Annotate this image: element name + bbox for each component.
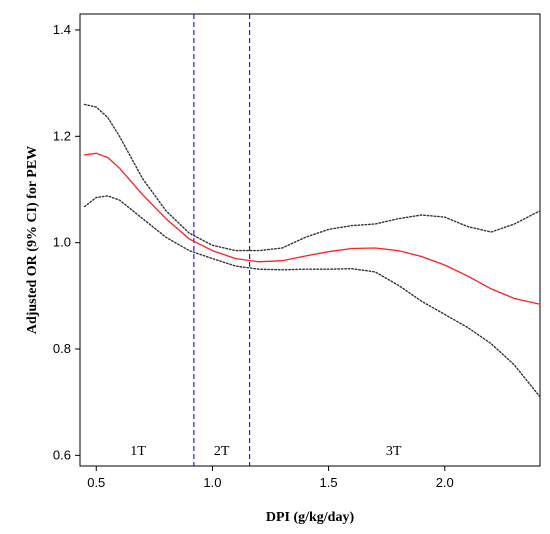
x-tick-label: 2.0 xyxy=(436,475,454,490)
upper-ci-line xyxy=(83,103,541,252)
y-tick-label: 1.0 xyxy=(53,235,71,250)
y-tick-label: 0.6 xyxy=(53,447,71,462)
lower-ci-line xyxy=(83,195,541,398)
x-tick-label: 0.5 xyxy=(87,475,105,490)
tertile-label: 2T xyxy=(214,444,230,459)
y-axis: 0.6 0.8 1.0 1.2 1.4 xyxy=(53,22,80,462)
y-axis-title: Adjusted OR (9% CI) for PEW xyxy=(25,146,40,334)
series-lines xyxy=(83,103,541,398)
reference-lines xyxy=(193,14,251,466)
x-axis-title: DPI (g/kg/day) xyxy=(266,510,355,525)
region-annotations: 1T 2T 3T xyxy=(130,444,402,459)
x-tick-label: 1.0 xyxy=(203,475,221,490)
tertile-label: 3T xyxy=(386,444,402,459)
estimate-line xyxy=(83,152,541,305)
tertile-label: 1T xyxy=(130,444,146,459)
y-tick-label: 1.2 xyxy=(53,128,71,143)
y-tick-label: 0.8 xyxy=(53,341,71,356)
x-axis: 0.5 1.0 1.5 2.0 xyxy=(87,466,454,490)
x-tick-label: 1.5 xyxy=(320,475,338,490)
plot-frame xyxy=(79,13,541,467)
y-tick-label: 1.4 xyxy=(53,22,71,37)
